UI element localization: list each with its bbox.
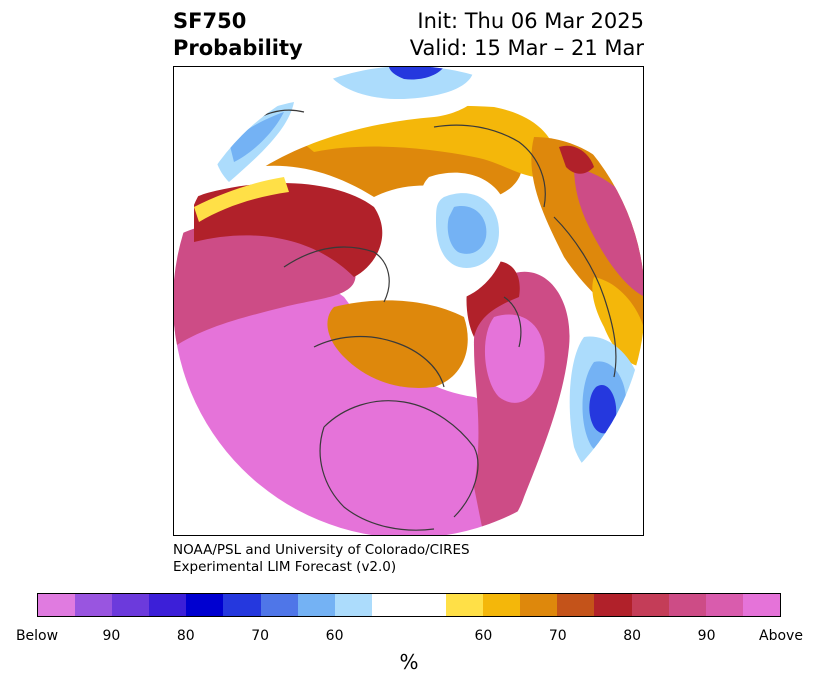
forecast-map xyxy=(173,66,644,536)
colorbar-segment xyxy=(742,594,780,616)
colorbar-segment xyxy=(297,594,335,616)
above-high-atlantic xyxy=(484,314,545,403)
colorbar-tick-label: Above xyxy=(759,628,803,644)
colorbar-unit-label: % xyxy=(399,650,419,674)
map-canvas xyxy=(174,67,643,535)
colorbar-segment xyxy=(223,594,261,616)
colorbar-segment xyxy=(520,594,558,616)
title-variable: SF750 xyxy=(173,9,247,33)
colorbar-tick-label: 60 xyxy=(474,628,493,644)
colorbar-segment xyxy=(371,594,447,616)
below-north-mid xyxy=(229,112,284,162)
above-high-region xyxy=(174,272,500,535)
colorbar-segment xyxy=(557,594,595,616)
above-mid-band xyxy=(174,220,356,347)
colorbar-tick-label: 70 xyxy=(251,628,270,644)
colorbar-segment xyxy=(594,594,632,616)
coastlines xyxy=(243,109,617,531)
above-low-asia xyxy=(592,277,643,367)
colorbar-tick-label: 90 xyxy=(697,628,716,644)
init-date: Init: Thu 06 Mar 2025 xyxy=(417,9,644,33)
colorbar-segment xyxy=(186,594,224,616)
colorbar-segment xyxy=(260,594,298,616)
title-quantity: Probability xyxy=(173,36,303,60)
above-70-eurasia xyxy=(559,145,594,174)
colorbar-tick-label: 90 xyxy=(102,628,121,644)
above-70-band xyxy=(194,183,383,277)
polar-below-mid xyxy=(447,206,487,254)
colorbar-tick-label: Below xyxy=(15,628,59,644)
below-arctic-high xyxy=(389,67,444,80)
map-dates: Init: Thu 06 Mar 2025 Valid: 15 Mar – 21… xyxy=(410,8,644,62)
colorbar-segment xyxy=(446,594,484,616)
below-arctic-low xyxy=(324,67,474,100)
map-title: SF750 Probability xyxy=(173,8,303,62)
probability-colorbar xyxy=(37,593,781,617)
colorbar-segment xyxy=(112,594,150,616)
colorbar-tick-label: 80 xyxy=(623,628,642,644)
colorbar-tick-label: 70 xyxy=(548,628,567,644)
valid-range: Valid: 15 Mar – 21 Mar xyxy=(409,36,644,60)
colorbar-segment xyxy=(668,594,706,616)
colorbar-segment xyxy=(631,594,669,616)
data-credit: NOAA/PSL and University of Colorado/CIRE… xyxy=(173,542,470,576)
colorbar-segment xyxy=(149,594,187,616)
credit-line-2: Experimental LIM Forecast (v2.0) xyxy=(173,559,397,575)
colorbar-segment xyxy=(705,594,743,616)
colorbar-tick-label: 60 xyxy=(325,628,344,644)
colorbar-segment xyxy=(334,594,372,616)
colorbar-tick-label: 80 xyxy=(176,628,195,644)
colorbar-segment xyxy=(483,594,521,616)
colorbar-segment xyxy=(75,594,113,616)
credit-line-1: NOAA/PSL and University of Colorado/CIRE… xyxy=(173,542,470,558)
below-atlantic-high xyxy=(589,385,617,434)
above-min-arc xyxy=(194,177,289,222)
colorbar-segment xyxy=(38,594,76,616)
